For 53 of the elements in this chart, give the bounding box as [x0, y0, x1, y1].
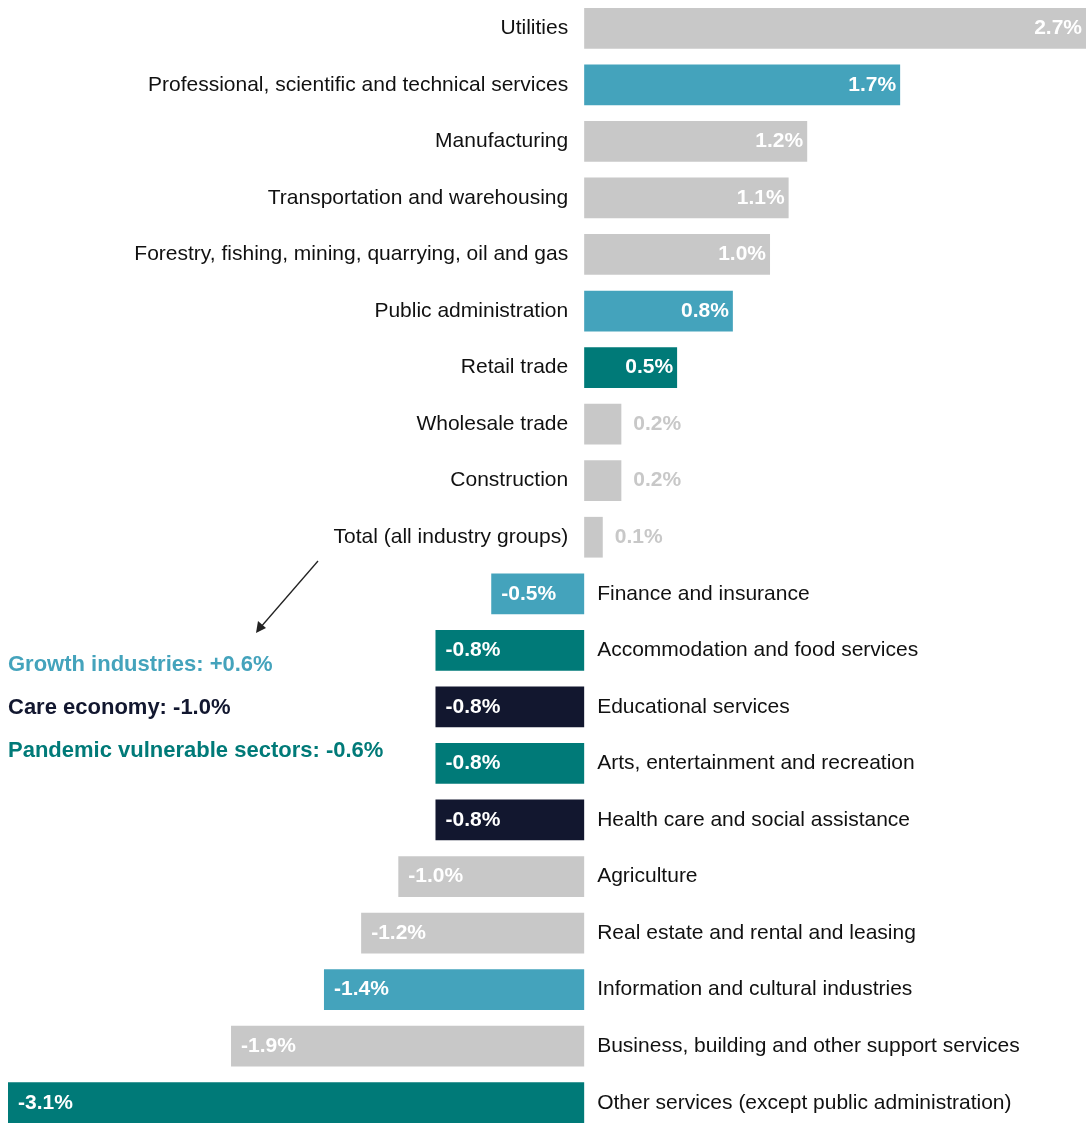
- bar: [361, 912, 585, 954]
- bar: [435, 799, 585, 841]
- data-label: -0.5%: [501, 580, 557, 604]
- annotation: Growth industries: +0.6%: [8, 650, 274, 678]
- data-label: 0.8%: [680, 297, 730, 321]
- y-tick-label: Forestry, fishing, mining, quarrying, oil and gas: [134, 241, 569, 265]
- data-label: -1.4%: [333, 976, 390, 1000]
- data-label: -0.8%: [445, 806, 501, 830]
- bar: [231, 1025, 585, 1067]
- y-tick-label: Manufacturing: [435, 128, 569, 152]
- bar: [435, 743, 585, 784]
- y-tick-label: Educational services: [597, 693, 790, 717]
- bar: [584, 64, 901, 106]
- y-tick-label: Real estate and rental and leasing: [597, 919, 916, 943]
- data-label: -0.8%: [445, 693, 501, 717]
- bar: [491, 573, 585, 615]
- data-label: 1.7%: [848, 71, 897, 95]
- y-tick-label: Total (all industry groups): [333, 524, 569, 548]
- annotation: Pandemic vulnerable sectors: -0.6%: [8, 736, 384, 764]
- y-tick-label: Agriculture: [597, 863, 698, 887]
- bar: [584, 7, 1086, 49]
- y-tick-label: Finance and insurance: [597, 580, 810, 604]
- bar: [584, 347, 678, 388]
- bar: [584, 516, 603, 558]
- bar: [323, 969, 585, 1010]
- y-tick-label: Accommodation and food services: [597, 637, 919, 661]
- y-tick-label: Arts, entertainment and recreation: [597, 750, 915, 774]
- bar: [435, 686, 585, 728]
- y-tick-label: Professional, scientific and technical services: [147, 71, 569, 95]
- bar: [584, 121, 808, 162]
- y-tick-label: Wholesale trade: [416, 410, 569, 434]
- bar: [435, 629, 585, 671]
- data-label: 0.5%: [625, 354, 674, 378]
- annotation: Care economy: -1.0%: [8, 693, 232, 721]
- data-label: -0.8%: [445, 637, 501, 661]
- y-tick-label: Health care and social assistance: [597, 806, 911, 830]
- y-tick-label: Business, building and other support services: [597, 1032, 1020, 1056]
- y-tick-label: Information and cultural industries: [597, 976, 913, 1000]
- y-tick-label: Transportation and warehousing: [267, 184, 569, 208]
- y-tick-label: Utilities: [500, 15, 569, 39]
- y-tick-label: Retail trade: [460, 354, 569, 378]
- y-tick-label: Construction: [450, 467, 569, 491]
- y-tick-label: Public administration: [374, 297, 569, 321]
- data-label: -0.8%: [445, 750, 501, 774]
- y-tick-label: Other services (except public administration): [597, 1089, 1012, 1113]
- data-label: -3.1%: [18, 1089, 74, 1113]
- bar: [584, 403, 622, 445]
- bar: [584, 177, 789, 219]
- bar: [8, 1082, 585, 1124]
- bar: [584, 460, 622, 502]
- bar: [584, 290, 733, 332]
- bar: [398, 856, 585, 897]
- bar: [584, 234, 771, 275]
